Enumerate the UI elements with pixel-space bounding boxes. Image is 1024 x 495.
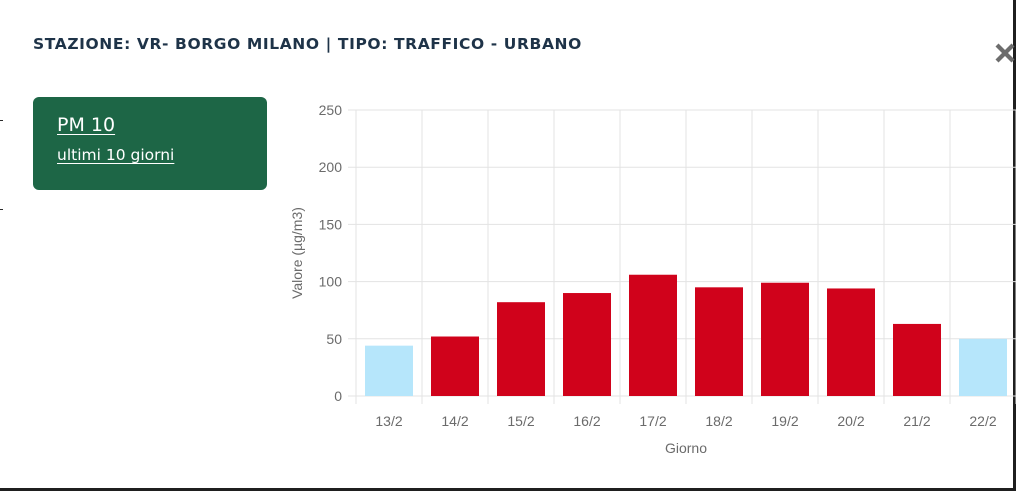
y-tick-label: 250 — [319, 102, 343, 118]
x-tick-label: 15/2 — [507, 413, 534, 429]
left-edge-mark — [0, 120, 3, 121]
x-tick-label: 22/2 — [969, 413, 996, 429]
modal-title: STAZIONE: VR- BORGO MILANO | TIPO: TRAFF… — [33, 35, 582, 53]
left-edge-mark — [0, 209, 3, 210]
x-tick-label: 21/2 — [903, 413, 930, 429]
x-tick-label: 13/2 — [375, 413, 402, 429]
chart-axes: 0 50 100 150 200 250 13/2 14/2 15/2 16/2 17/2 18/2 1… — [319, 102, 997, 429]
bar-19-2[interactable] — [761, 282, 809, 396]
y-tick-label: 50 — [326, 331, 342, 347]
bar-21-2[interactable] — [893, 323, 941, 396]
x-tick-label: 16/2 — [573, 413, 600, 429]
chart-bars — [365, 274, 1007, 396]
close-icon — [995, 43, 1015, 63]
y-tick-label: 100 — [319, 274, 343, 290]
bar-14-2[interactable] — [431, 336, 479, 396]
x-tick-label: 14/2 — [441, 413, 468, 429]
bar-20-2[interactable] — [827, 288, 875, 396]
y-tick-label: 200 — [319, 159, 343, 175]
pollutant-card[interactable]: PM 10 ultimi 10 giorni — [33, 97, 267, 190]
bar-15-2[interactable] — [497, 302, 545, 396]
x-tick-label: 18/2 — [705, 413, 732, 429]
x-tick-label: 19/2 — [771, 413, 798, 429]
pollutant-link[interactable]: PM 10 — [57, 114, 116, 136]
bar-18-2[interactable] — [695, 287, 743, 396]
x-axis-title: Giorno — [665, 440, 707, 456]
y-tick-label: 150 — [319, 216, 343, 232]
bar-17-2[interactable] — [629, 274, 677, 396]
x-tick-label: 17/2 — [639, 413, 666, 429]
y-axis-title: Valore (µg/m3) — [289, 207, 305, 299]
bar-16-2[interactable] — [563, 293, 611, 396]
y-tick-label: 0 — [334, 388, 342, 404]
bar-22-2[interactable] — [959, 338, 1007, 396]
period-link[interactable]: ultimi 10 giorni — [57, 146, 175, 164]
close-button[interactable] — [992, 38, 1020, 66]
x-tick-label: 20/2 — [837, 413, 864, 429]
bar-13-2[interactable] — [365, 345, 413, 396]
